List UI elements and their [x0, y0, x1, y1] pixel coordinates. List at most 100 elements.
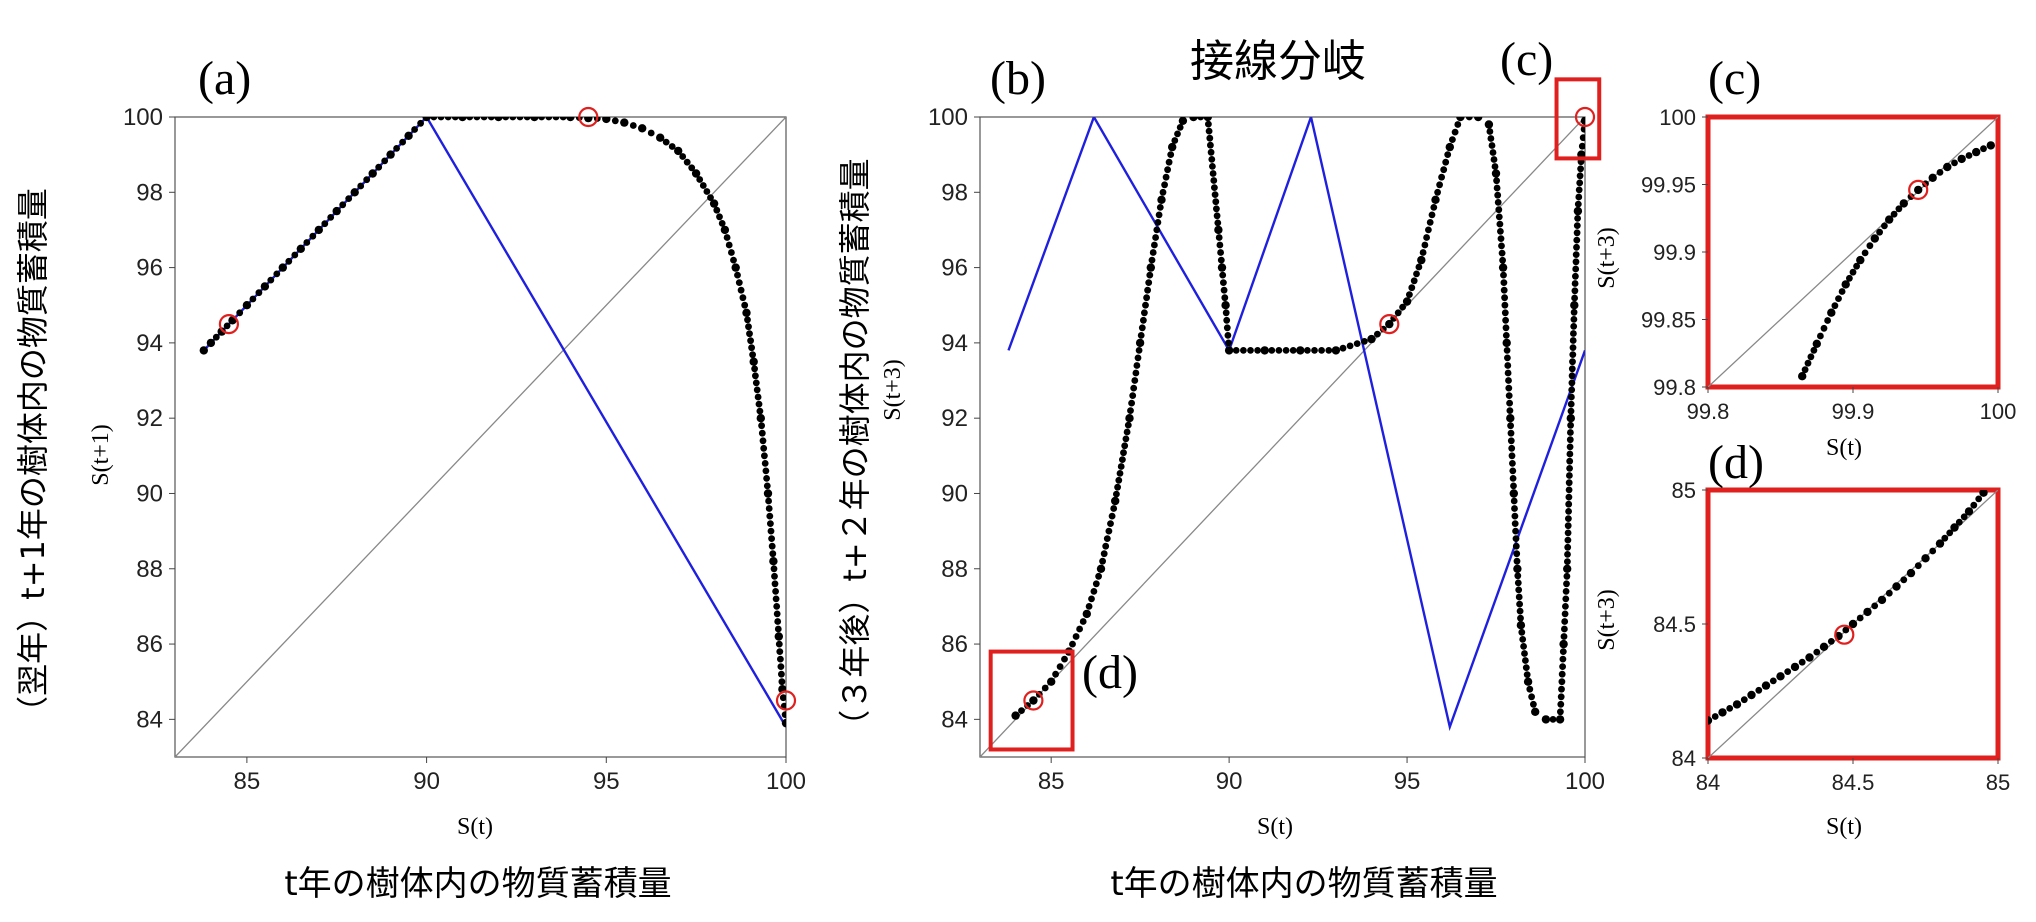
panel-d-point-fill: [1929, 547, 1937, 555]
panel-b-point-fill: [1394, 309, 1402, 317]
panel-b-point-fill: [1572, 251, 1580, 258]
panel-b-point-fill: [1148, 256, 1156, 264]
panel-b-point-fill: [1167, 151, 1175, 159]
panel-b-point-fill: [1207, 148, 1215, 156]
panel-a-fixed-point-marker-0: [218, 314, 239, 335]
panel-b-ytick-label-1: 86: [941, 631, 968, 658]
panel-b-point-fill: [1103, 535, 1111, 542]
panel-b-point-fill: [1521, 650, 1528, 657]
panel-b-zoom-box-1: [988, 649, 1075, 752]
panel-b-point-fill: [1154, 219, 1162, 226]
panel-b-point-fill: [1578, 142, 1585, 150]
panel-b-point-fill: [1495, 213, 1503, 221]
panel-c-point-fill: [1824, 317, 1831, 324]
panel-b-point-fill: [1254, 347, 1261, 354]
panel-b-point-fill: [1117, 463, 1125, 470]
panel-b-point-fill: [1567, 421, 1574, 429]
panel-a-plot-content: [175, 117, 786, 757]
panel-a-point-fill: [754, 393, 762, 401]
panel-a-point-fill: [748, 344, 755, 352]
panel-a-ytick-label-4: 92: [136, 405, 163, 432]
panel-a-point-fill: [683, 158, 691, 166]
panel-b-point-fill: [1108, 512, 1116, 520]
panel-b-point-fill: [1434, 188, 1441, 196]
panel-a-point-fill: [679, 153, 687, 160]
panel-b-point-fill: [1487, 135, 1495, 142]
panel-b-point-fill: [1197, 117, 1204, 121]
panel-b-point-fill: [1507, 437, 1515, 445]
panel-b-ytick-label-6: 96: [941, 255, 968, 282]
panel-d-point-6: [1790, 662, 1800, 672]
panel-b-point-fill: [1497, 228, 1504, 235]
panel-b-point-7: [1125, 414, 1134, 423]
panel-b-point-fill: [1088, 595, 1095, 603]
panel-b-point-26: [1431, 195, 1440, 204]
panel-b-point-fill: [1565, 486, 1573, 494]
panel-b-point-fill: [1134, 354, 1142, 362]
panel-a-point-fill: [321, 220, 329, 228]
panel-d-point-3: [1747, 690, 1756, 700]
panel-b-series-0-line: [980, 117, 1585, 757]
panel-d-label: (d): [1708, 436, 1764, 489]
panel-b-point-fill: [1489, 149, 1497, 156]
panel-b-point-fill: [1221, 294, 1229, 302]
panel-b-point-fill: [1128, 399, 1135, 407]
panel-b-point-fill: [1442, 158, 1450, 166]
panel-b-point-fill: [1511, 512, 1519, 520]
panel-b-point-fill: [1490, 156, 1498, 163]
panel-b-point-fill: [1497, 235, 1505, 243]
panel-b-point-fill: [1508, 452, 1516, 460]
panel-c-point-fill: [1881, 222, 1888, 230]
panel-a-point-fill: [744, 316, 751, 324]
panel-d-plot-content: [1708, 490, 1998, 758]
panel-a-point-fill: [767, 527, 775, 535]
panel-b-point-16: [1217, 263, 1227, 272]
panel-a-xtick-label-2: 95: [593, 768, 620, 795]
panel-b-point-fill: [1399, 303, 1406, 311]
panel-a-point-fill: [763, 475, 770, 482]
panel-b-point-fill: [1512, 535, 1520, 542]
panel-c-xtick-label-1: 99.9: [1832, 399, 1875, 424]
panel-b-point-fill: [1498, 249, 1506, 257]
panel-a-point-6: [278, 263, 287, 272]
panel-b-point-fill: [1575, 186, 1583, 194]
panel-d-point-11: [1863, 607, 1872, 617]
panel-b-point-fill: [1018, 707, 1025, 714]
panel-b-point-fill: [1504, 362, 1512, 369]
panel-b-ytick-label-7: 98: [941, 179, 968, 206]
panel-a-point-fill: [765, 497, 772, 505]
panel-b-point-4: [1082, 609, 1092, 619]
panel-d-point-17: [1950, 523, 1959, 532]
panel-c-ytick-label-1: 99.85: [1641, 308, 1696, 333]
panel-a-point-32: [763, 489, 773, 498]
panel-b-point-42: [1559, 639, 1568, 649]
panel-c-point-fill: [1846, 274, 1853, 282]
panel-b-point-8: [1135, 338, 1145, 348]
panel-b-point-13: [1189, 117, 1198, 122]
panel-b-point-fill: [1500, 279, 1508, 286]
panel-b-jp-ylabel: （３年後）t+２年の樹体内の物質蓄積量: [836, 158, 874, 741]
panel-a-point-fill: [730, 256, 737, 264]
panel-a-point-fill: [309, 232, 317, 240]
panel-a-point-fill: [473, 117, 481, 121]
panel-b-point-fill: [1162, 173, 1170, 181]
panel-b-point-fill: [1516, 600, 1523, 608]
panel-a-point-fill: [739, 294, 747, 302]
panel-a-point-fill: [381, 157, 389, 165]
panel-a-point-fill: [769, 550, 777, 558]
panel-a-point-13: [404, 131, 413, 140]
panel-b-point-fill: [1159, 188, 1167, 196]
panel-a-point-fill: [707, 194, 714, 202]
panel-b-point-fill: [1451, 128, 1459, 136]
panel-b-point-fill: [1512, 542, 1520, 550]
panel-b-point-fill: [1518, 628, 1526, 636]
panel-b-point-fill: [1565, 479, 1573, 487]
panel-b-point-fill: [1465, 117, 1473, 121]
panel-b-point-fill: [1508, 444, 1516, 452]
panel-c-point-5: [1870, 234, 1880, 243]
panel-a-point-fill: [774, 625, 782, 633]
panel-c-point-0: [1798, 372, 1807, 381]
panel-d-point-fill: [1740, 696, 1748, 704]
panel-a-point-12: [386, 150, 395, 159]
panel-c-xaxis-label: S(t): [1826, 435, 1862, 461]
